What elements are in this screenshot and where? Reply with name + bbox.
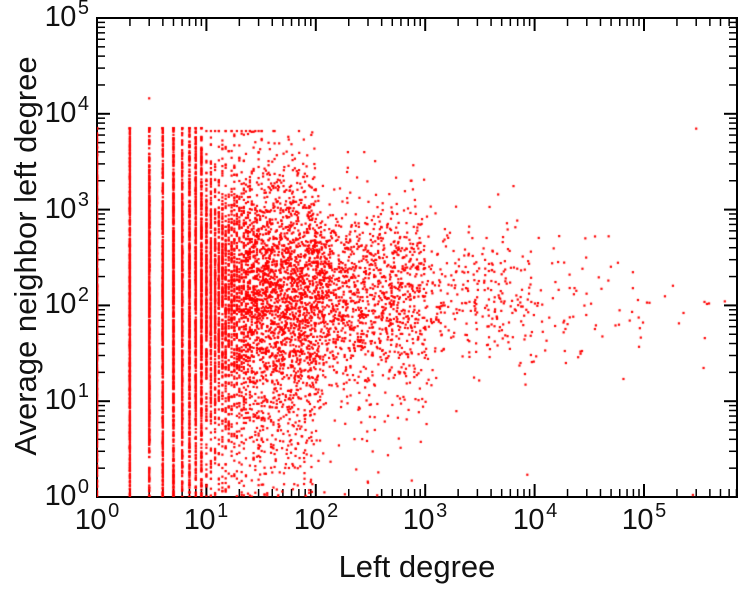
y-tick-label: 10 4	[44, 92, 89, 129]
x-tick-label: 10 1	[183, 500, 229, 536]
x-tick-label: 10 2	[293, 500, 339, 536]
y-tick-label: 10 1	[44, 379, 89, 416]
y-tick-label: 10 3	[44, 188, 89, 225]
y-tick-label: 10 2	[44, 283, 89, 320]
x-tick-label: 10 4	[512, 500, 558, 536]
x-tick-label: 10 3	[402, 500, 448, 536]
y-tick-label: 10 5	[44, 0, 89, 33]
x-tick-label: 10 0	[74, 500, 120, 536]
x-axis-title: Left degree	[338, 549, 496, 584]
scatter-points-canvas	[97, 18, 737, 497]
y-tick-label: 10 0	[44, 475, 89, 512]
y-axis-title: Average neighbor left degree	[8, 56, 43, 456]
x-tick-label: 10 5	[621, 500, 667, 536]
